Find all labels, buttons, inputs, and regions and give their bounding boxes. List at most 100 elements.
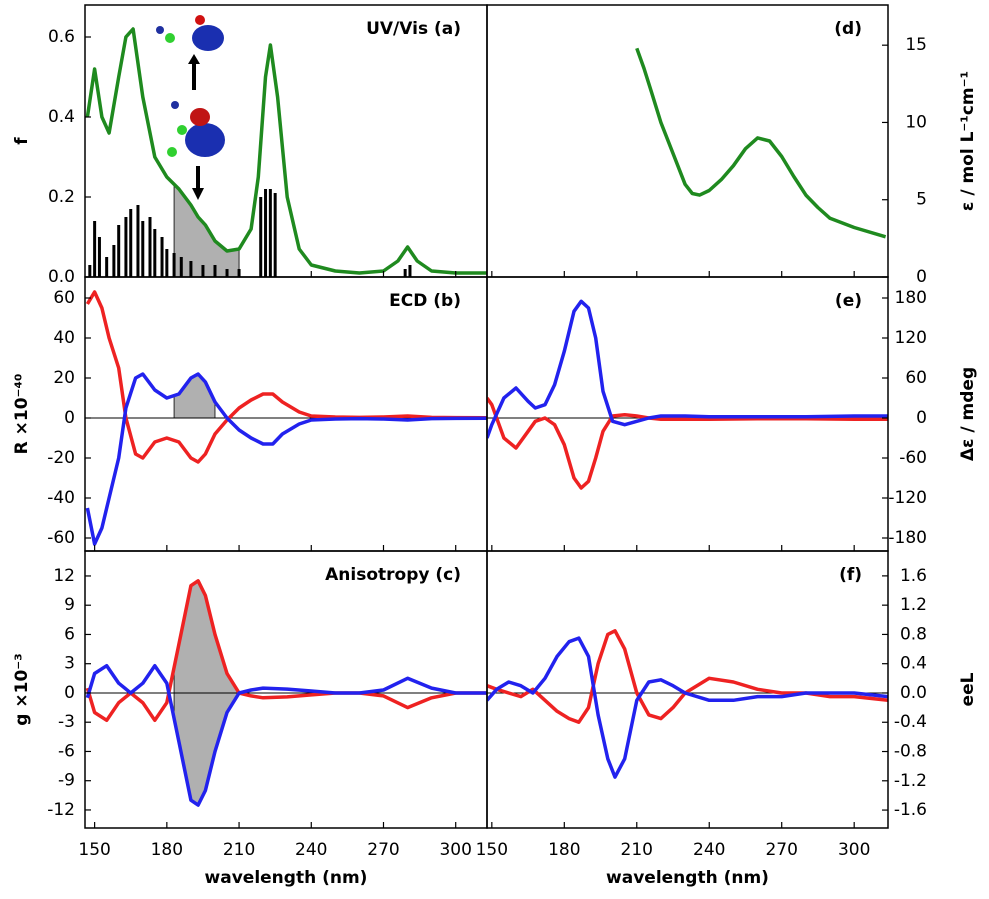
x-tick-label: 300 bbox=[439, 840, 471, 860]
y-axis-label: Δε / mdeg bbox=[958, 367, 978, 461]
plot-area bbox=[487, 629, 888, 779]
panel: 0.0 0.2 0.4 0.6 f UV/Vis (a) bbox=[12, 4, 488, 287]
y-tick-label: 0 bbox=[64, 408, 75, 428]
panel: 0 5 10 15 ε / mol L⁻¹cm⁻¹ (d) bbox=[486, 4, 978, 287]
x-tick-label: 270 bbox=[765, 840, 797, 860]
plot-area bbox=[487, 299, 888, 490]
panel: -12 -9 -6 -3 0 3 6 9 12 150 180 210 240 270 300 wavelen… bbox=[12, 550, 488, 888]
frame bbox=[486, 276, 889, 552]
y-axis-label: g ×10⁻³ bbox=[12, 653, 32, 725]
y-tick-label: 120 bbox=[895, 328, 927, 348]
y-tick-label: 60 bbox=[53, 288, 75, 308]
x-tick-label: 180 bbox=[151, 840, 183, 860]
stick bbox=[141, 221, 145, 277]
y-tick-label: 12 bbox=[53, 566, 75, 586]
stick bbox=[225, 269, 229, 277]
arrow-head bbox=[192, 188, 204, 200]
y-axis-label: eeL bbox=[958, 672, 978, 706]
y-tick-label: 0 bbox=[64, 683, 75, 703]
y-tick-label: -0.4 bbox=[894, 712, 927, 732]
panel: -60 -40 -20 0 20 40 60 R ×10⁻⁴⁰ ECD (b) bbox=[12, 276, 488, 552]
y-tick-label: 0.2 bbox=[48, 187, 75, 207]
stick bbox=[112, 245, 116, 277]
y-tick-label: 9 bbox=[64, 595, 75, 615]
x-tick-label: 300 bbox=[838, 840, 870, 860]
orbital-lobe bbox=[190, 108, 210, 126]
stick bbox=[165, 249, 169, 277]
line-series bbox=[85, 27, 487, 275]
frame bbox=[486, 4, 889, 278]
x-tick-label: 180 bbox=[548, 840, 580, 860]
y-tick-label: 0.4 bbox=[900, 654, 927, 674]
panel-title: ECD (b) bbox=[389, 291, 461, 311]
stick bbox=[129, 209, 133, 277]
plot-area bbox=[635, 47, 887, 239]
y-tick-label: 0 bbox=[916, 267, 927, 287]
x-tick-label: 270 bbox=[367, 840, 399, 860]
y-tick-label: -1.2 bbox=[894, 771, 927, 791]
y-tick-label: -3 bbox=[58, 712, 75, 732]
stick bbox=[153, 229, 157, 277]
y-tick-label: -1.6 bbox=[894, 800, 927, 820]
panel-title: (e) bbox=[835, 291, 862, 311]
atom bbox=[165, 33, 175, 43]
stick bbox=[148, 217, 152, 277]
x-axis-label: wavelength (nm) bbox=[606, 868, 769, 888]
y-tick-label: -20 bbox=[47, 448, 75, 468]
x-tick-label: 210 bbox=[621, 840, 653, 860]
y-tick-label: 0.4 bbox=[48, 107, 75, 127]
stick bbox=[273, 193, 277, 277]
stick bbox=[201, 265, 205, 277]
orbital-lobe bbox=[192, 25, 224, 51]
y-tick-label: -120 bbox=[888, 488, 927, 508]
y-tick-label: 6 bbox=[64, 624, 75, 644]
stick bbox=[213, 265, 217, 277]
y-tick-label: 3 bbox=[64, 654, 75, 674]
atom bbox=[177, 125, 187, 135]
panel: -180 -120 -60 0 60 120 180 Δε / mdeg (e) bbox=[486, 276, 978, 552]
y-tick-label: -12 bbox=[47, 800, 75, 820]
y-tick-label: 5 bbox=[916, 190, 927, 210]
atom bbox=[156, 26, 164, 34]
panel-title: (f) bbox=[839, 565, 862, 585]
y-tick-label: 0.8 bbox=[900, 624, 927, 644]
frame bbox=[84, 4, 488, 278]
frame bbox=[486, 550, 889, 829]
plot-area bbox=[85, 290, 487, 546]
y-tick-label: 15 bbox=[905, 35, 927, 55]
arrow-head bbox=[188, 54, 200, 64]
panel: -1.6 -1.2 -0.8 -0.4 0.0 0.4 0.8 1.2 1.6 150 180 210… bbox=[476, 550, 978, 888]
y-tick-label: 20 bbox=[53, 368, 75, 388]
atom bbox=[195, 15, 205, 25]
y-tick-label: 60 bbox=[905, 368, 927, 388]
x-axis-label: wavelength (nm) bbox=[205, 868, 368, 888]
panel-title: (d) bbox=[834, 19, 862, 39]
y-tick-label: 0 bbox=[916, 408, 927, 428]
y-tick-label: 1.2 bbox=[900, 595, 927, 615]
atom bbox=[171, 101, 179, 109]
stick bbox=[179, 257, 183, 277]
line-series bbox=[85, 372, 487, 546]
x-tick-label: 240 bbox=[693, 840, 725, 860]
stick bbox=[136, 205, 140, 277]
y-tick-label: -6 bbox=[58, 741, 75, 761]
line-series bbox=[85, 579, 487, 723]
stick bbox=[172, 253, 176, 277]
y-axis-label: ε / mol L⁻¹cm⁻¹ bbox=[958, 71, 978, 211]
y-tick-label: 0.0 bbox=[900, 683, 927, 703]
stick bbox=[93, 221, 97, 277]
line-series bbox=[487, 629, 888, 724]
y-axis-label: R ×10⁻⁴⁰ bbox=[12, 374, 32, 455]
atom bbox=[167, 147, 177, 157]
y-tick-label: 0.0 bbox=[48, 267, 75, 287]
stick bbox=[408, 265, 412, 277]
line-series bbox=[635, 47, 887, 239]
line-series bbox=[85, 290, 487, 464]
line-series bbox=[85, 663, 487, 807]
stick bbox=[160, 237, 164, 277]
panel-title: UV/Vis (a) bbox=[366, 19, 461, 39]
y-tick-label: -0.8 bbox=[894, 742, 927, 762]
line-series bbox=[487, 636, 888, 779]
x-tick-label: 210 bbox=[223, 840, 255, 860]
